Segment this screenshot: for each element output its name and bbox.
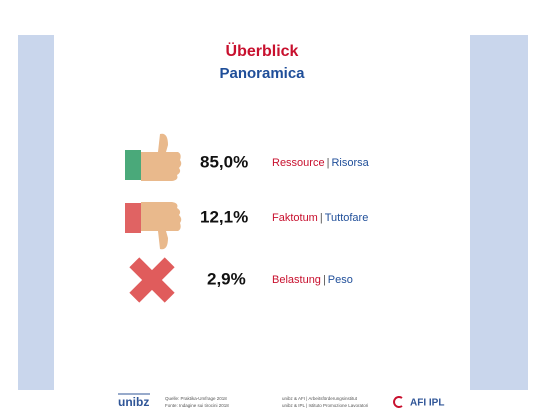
label-de: Ressource xyxy=(272,157,325,169)
thumbs-down-icon xyxy=(125,202,182,250)
logo-right-mark xyxy=(393,396,403,408)
label: Belastung | Peso xyxy=(272,274,353,286)
label: Faktotum | Tuttofare xyxy=(272,212,368,224)
right-band xyxy=(470,35,528,414)
logo-left: unibz xyxy=(118,395,149,409)
separator: | xyxy=(320,212,323,224)
footer: unibz Quelle: Praktika-Umfrage 2018 Font… xyxy=(118,393,444,409)
footer-strip xyxy=(18,390,528,414)
title: Überblick xyxy=(226,41,299,60)
thumbs-up-icon xyxy=(125,133,182,181)
source-de: Quelle: Praktika-Umfrage 2018 xyxy=(165,396,227,401)
label-it: Tuttofare xyxy=(325,212,369,224)
separator: | xyxy=(327,157,330,169)
source-it: Fonte: Indagine sui tirocini 2018 xyxy=(165,403,229,408)
label-it: Peso xyxy=(328,274,353,286)
percentage: 85,0% xyxy=(200,152,248,171)
label-it: Risorsa xyxy=(331,157,369,169)
label: Ressource | Risorsa xyxy=(272,157,370,169)
label-de: Faktotum xyxy=(272,212,318,224)
org-de: unibz & AFI | Arbeitsförderungsinstitut xyxy=(282,396,358,401)
card xyxy=(54,0,470,390)
org-it: unibz & IPL | Istituto Promozione Lavora… xyxy=(282,403,368,408)
label-de: Belastung xyxy=(272,274,321,286)
subtitle: Panoramica xyxy=(219,65,305,82)
cross-icon xyxy=(129,257,175,303)
logo-right: AFI IPL xyxy=(410,398,444,409)
percentage: 12,1% xyxy=(200,207,248,226)
left-band xyxy=(18,35,54,414)
percentage: 2,9% xyxy=(207,269,246,288)
separator: | xyxy=(323,274,326,286)
